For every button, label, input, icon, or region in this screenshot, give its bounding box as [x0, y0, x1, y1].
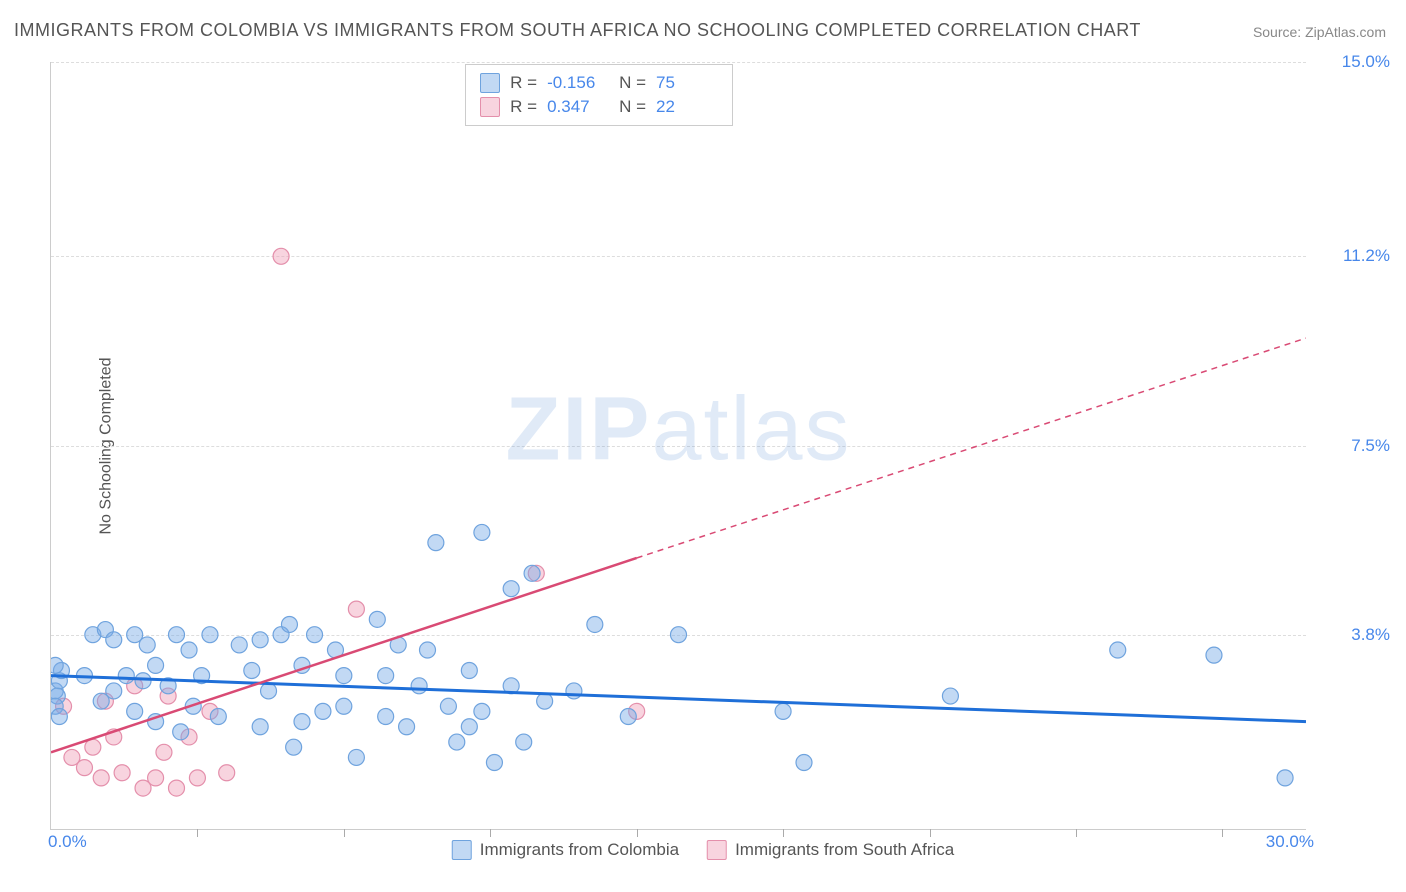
chart-title: IMMIGRANTS FROM COLOMBIA VS IMMIGRANTS F… — [14, 20, 1141, 41]
source-label: Source: ZipAtlas.com — [1253, 24, 1386, 40]
y-tick-label: 15.0% — [1342, 52, 1390, 72]
legend-item-south-africa: Immigrants from South Africa — [707, 840, 954, 860]
legend-label-colombia: Immigrants from Colombia — [480, 840, 679, 860]
correlation-legend: R =-0.156N =75R =0.347N =22 — [465, 64, 733, 126]
legend-swatch-south-africa — [707, 840, 727, 860]
y-tick-label: 7.5% — [1351, 436, 1390, 456]
plot-area: ZIPatlas R =-0.156N =75R =0.347N =22 — [50, 62, 1306, 830]
series-legend: Immigrants from Colombia Immigrants from… — [452, 840, 955, 860]
y-tick-label: 11.2% — [1343, 246, 1390, 266]
correlation-legend-row: R =0.347N =22 — [480, 95, 718, 119]
x-min-label: 0.0% — [48, 832, 87, 852]
chart-canvas — [51, 62, 1306, 829]
x-max-label: 30.0% — [1266, 832, 1314, 852]
y-tick-label: 3.8% — [1351, 625, 1390, 645]
legend-item-colombia: Immigrants from Colombia — [452, 840, 679, 860]
legend-swatch-colombia — [452, 840, 472, 860]
legend-label-south-africa: Immigrants from South Africa — [735, 840, 954, 860]
correlation-legend-row: R =-0.156N =75 — [480, 71, 718, 95]
